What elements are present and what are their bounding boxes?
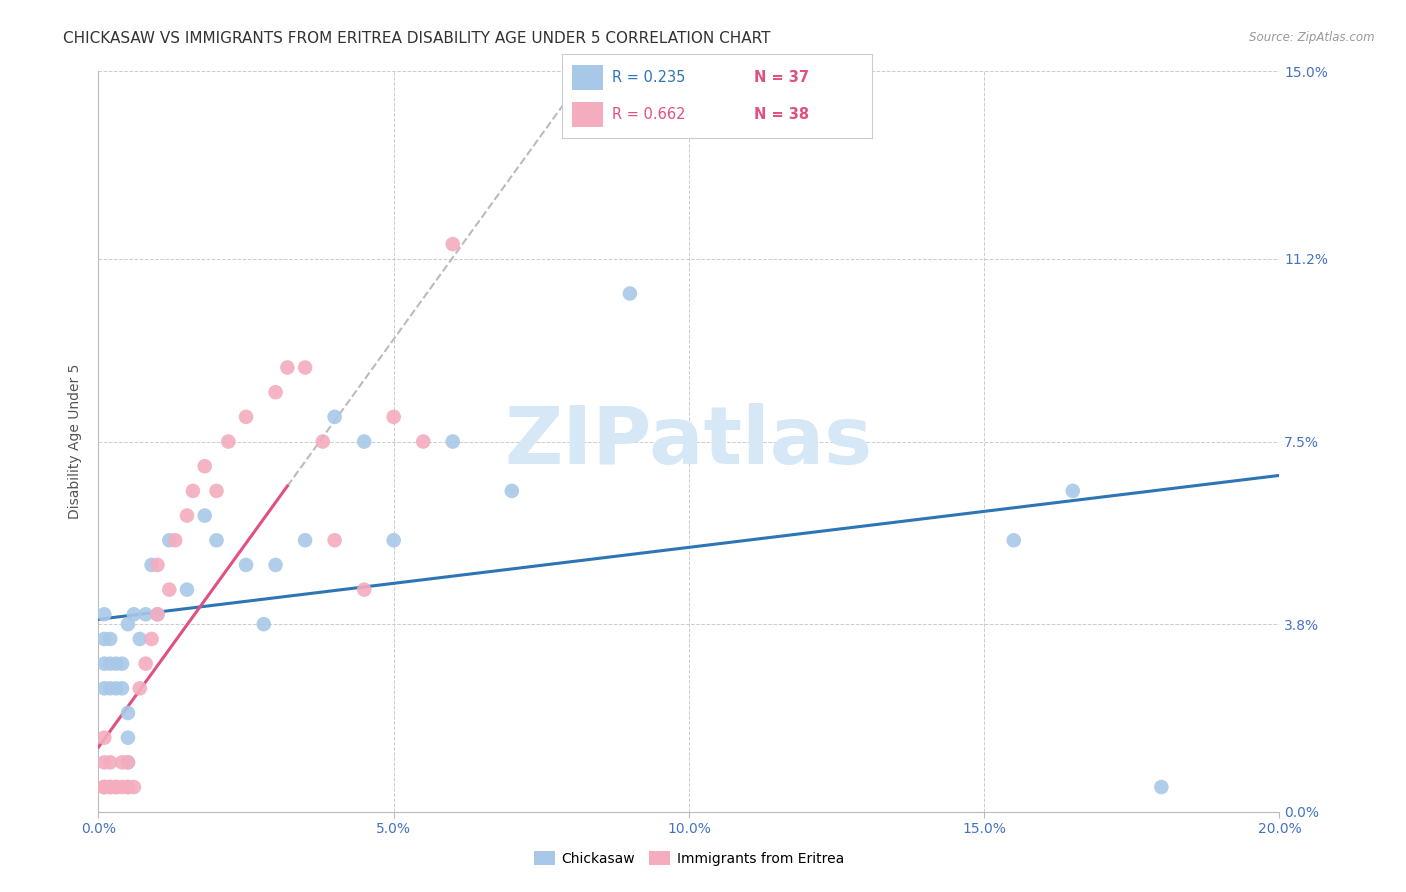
Point: [294, 533, 316, 548]
Point: [93, 657, 115, 671]
Point: [176, 508, 198, 523]
Point: [1002, 533, 1025, 548]
Text: R = 0.662: R = 0.662: [612, 107, 685, 122]
Point: [235, 558, 257, 572]
Point: [382, 409, 405, 424]
Point: [264, 385, 287, 400]
Point: [264, 558, 287, 572]
Point: [353, 434, 375, 449]
Point: [501, 483, 523, 498]
Point: [217, 434, 239, 449]
Point: [441, 237, 464, 252]
Point: [105, 657, 128, 671]
Point: [128, 681, 150, 696]
Point: [194, 459, 217, 474]
Point: [93, 756, 115, 770]
Point: [323, 533, 346, 548]
Point: [253, 617, 276, 632]
Point: [141, 558, 163, 572]
Point: [105, 780, 128, 794]
Text: CHICKASAW VS IMMIGRANTS FROM ERITREA DISABILITY AGE UNDER 5 CORRELATION CHART: CHICKASAW VS IMMIGRANTS FROM ERITREA DIS…: [63, 31, 770, 46]
Point: [146, 607, 169, 622]
Point: [353, 582, 375, 597]
Point: [93, 632, 115, 646]
Text: ZIPatlas: ZIPatlas: [505, 402, 873, 481]
Point: [111, 780, 134, 794]
Point: [205, 533, 228, 548]
Point: [117, 756, 139, 770]
Point: [294, 360, 316, 375]
Point: [235, 409, 257, 424]
Point: [146, 558, 169, 572]
Point: [312, 434, 335, 449]
Point: [128, 632, 150, 646]
Point: [157, 582, 180, 597]
Point: [276, 360, 298, 375]
Point: [194, 508, 217, 523]
Point: [117, 617, 139, 632]
Point: [176, 582, 198, 597]
Point: [122, 780, 145, 794]
Text: Source: ZipAtlas.com: Source: ZipAtlas.com: [1250, 31, 1375, 45]
FancyBboxPatch shape: [572, 64, 603, 90]
Point: [205, 483, 228, 498]
Point: [111, 681, 134, 696]
Point: [117, 780, 139, 794]
Point: [105, 780, 128, 794]
Y-axis label: Disability Age Under 5: Disability Age Under 5: [69, 364, 83, 519]
Legend: Chickasaw, Immigrants from Eritrea: Chickasaw, Immigrants from Eritrea: [529, 846, 849, 871]
Point: [157, 533, 180, 548]
Point: [165, 533, 187, 548]
Point: [135, 607, 157, 622]
Point: [111, 657, 134, 671]
Point: [323, 409, 346, 424]
Point: [412, 434, 434, 449]
Point: [382, 533, 405, 548]
Point: [141, 632, 163, 646]
Point: [117, 780, 139, 794]
Point: [98, 657, 121, 671]
Point: [98, 632, 121, 646]
Point: [93, 780, 115, 794]
Point: [441, 434, 464, 449]
Point: [111, 756, 134, 770]
Text: N = 38: N = 38: [754, 107, 810, 122]
Point: [1150, 780, 1173, 794]
Point: [93, 607, 115, 622]
Point: [619, 286, 641, 301]
Point: [98, 780, 121, 794]
Point: [98, 756, 121, 770]
Point: [135, 657, 157, 671]
Point: [93, 780, 115, 794]
Point: [93, 681, 115, 696]
Point: [146, 607, 169, 622]
Point: [105, 681, 128, 696]
Text: R = 0.235: R = 0.235: [612, 70, 685, 85]
Point: [117, 731, 139, 745]
Point: [117, 706, 139, 720]
Point: [98, 780, 121, 794]
Point: [117, 756, 139, 770]
Point: [93, 731, 115, 745]
Point: [98, 681, 121, 696]
Point: [93, 780, 115, 794]
Point: [1062, 483, 1084, 498]
Point: [181, 483, 204, 498]
FancyBboxPatch shape: [572, 102, 603, 128]
Text: N = 37: N = 37: [754, 70, 810, 85]
Point: [122, 607, 145, 622]
